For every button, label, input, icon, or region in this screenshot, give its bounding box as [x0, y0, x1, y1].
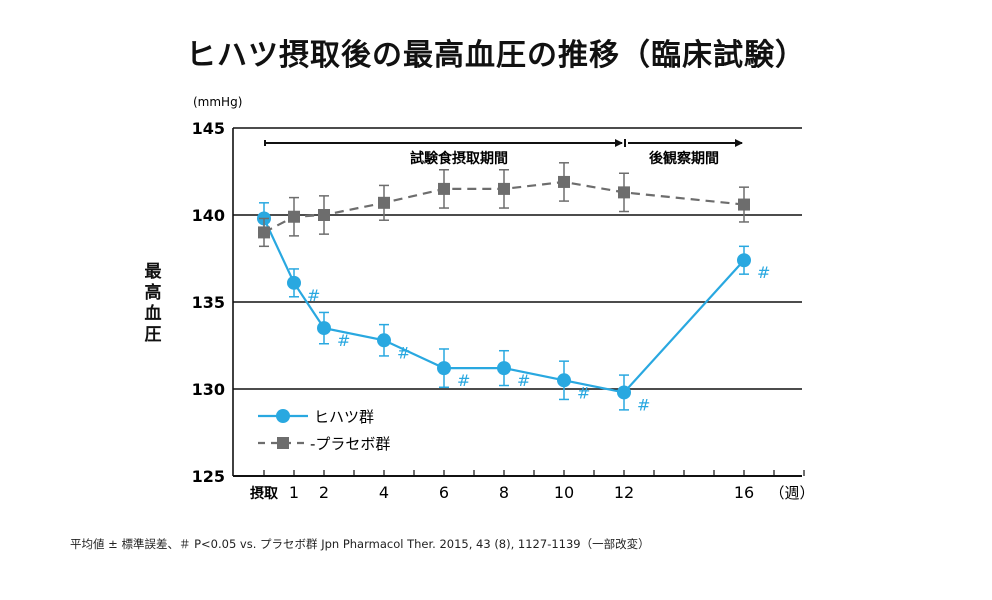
- x-tick-label: 16: [734, 483, 754, 502]
- hihatsu-point: [377, 333, 391, 348]
- x-unit-label: （週）: [769, 484, 814, 502]
- x-tick-label: 1: [289, 483, 299, 502]
- x-tick-label: 6: [439, 483, 449, 502]
- footnote: 平均値 ± 標準誤差、＃ P<0.05 vs. プラセボ群 Jpn Pharma…: [70, 537, 650, 551]
- x-tick-label: 4: [379, 483, 389, 502]
- placebo-point: [738, 198, 750, 211]
- placebo-point: [258, 226, 270, 239]
- period-label: 後観察期間: [649, 150, 719, 167]
- y-tick-label: 135: [192, 293, 225, 312]
- significance-mark: #: [577, 383, 590, 402]
- y-tick-label: 145: [192, 119, 225, 138]
- y-tick-label: 130: [192, 380, 225, 399]
- significance-mark: #: [307, 286, 320, 305]
- y-tick-label: 125: [192, 467, 225, 486]
- significance-mark: #: [637, 395, 650, 414]
- period-label: 試験食摂取期間: [410, 150, 508, 167]
- legend-hihatsu-label: ヒハツ群: [314, 408, 374, 426]
- placebo-point: [498, 182, 510, 195]
- placebo-point: [618, 186, 630, 199]
- x-tick-label: 12: [614, 483, 634, 502]
- significance-mark: #: [337, 331, 350, 350]
- significance-mark: #: [517, 371, 530, 390]
- legend-placebo-marker: [277, 437, 289, 449]
- significance-mark: #: [757, 263, 770, 282]
- placebo-point: [318, 209, 330, 221]
- y-unit-label: (mmHg): [193, 95, 242, 109]
- placebo-point: [288, 210, 300, 223]
- x-tick-label: 摂取: [250, 485, 279, 502]
- hihatsu-point: [437, 361, 451, 376]
- legend-placebo-label: -プラセボ群: [310, 435, 390, 453]
- hihatsu-point: [287, 275, 301, 290]
- significance-mark: #: [457, 371, 470, 390]
- x-tick-label: 2: [319, 483, 329, 502]
- y-axis-label: 最高血圧: [144, 262, 162, 345]
- x-tick-label: 10: [554, 483, 574, 502]
- hihatsu-point: [617, 385, 631, 400]
- placebo-point: [438, 182, 450, 195]
- chart-title: ヒハツ摂取後の最高血圧の推移（臨床試験）: [186, 38, 806, 73]
- significance-mark: #: [397, 343, 410, 362]
- hihatsu-point: [317, 321, 331, 336]
- y-tick-label: 140: [192, 206, 225, 225]
- hihatsu-point: [557, 373, 571, 388]
- placebo-point: [558, 175, 570, 188]
- placebo-point: [378, 196, 390, 209]
- legend-hihatsu-marker: [276, 409, 290, 423]
- x-tick-label: 8: [499, 483, 509, 502]
- hihatsu-point: [497, 361, 511, 376]
- hihatsu-point: [737, 253, 751, 268]
